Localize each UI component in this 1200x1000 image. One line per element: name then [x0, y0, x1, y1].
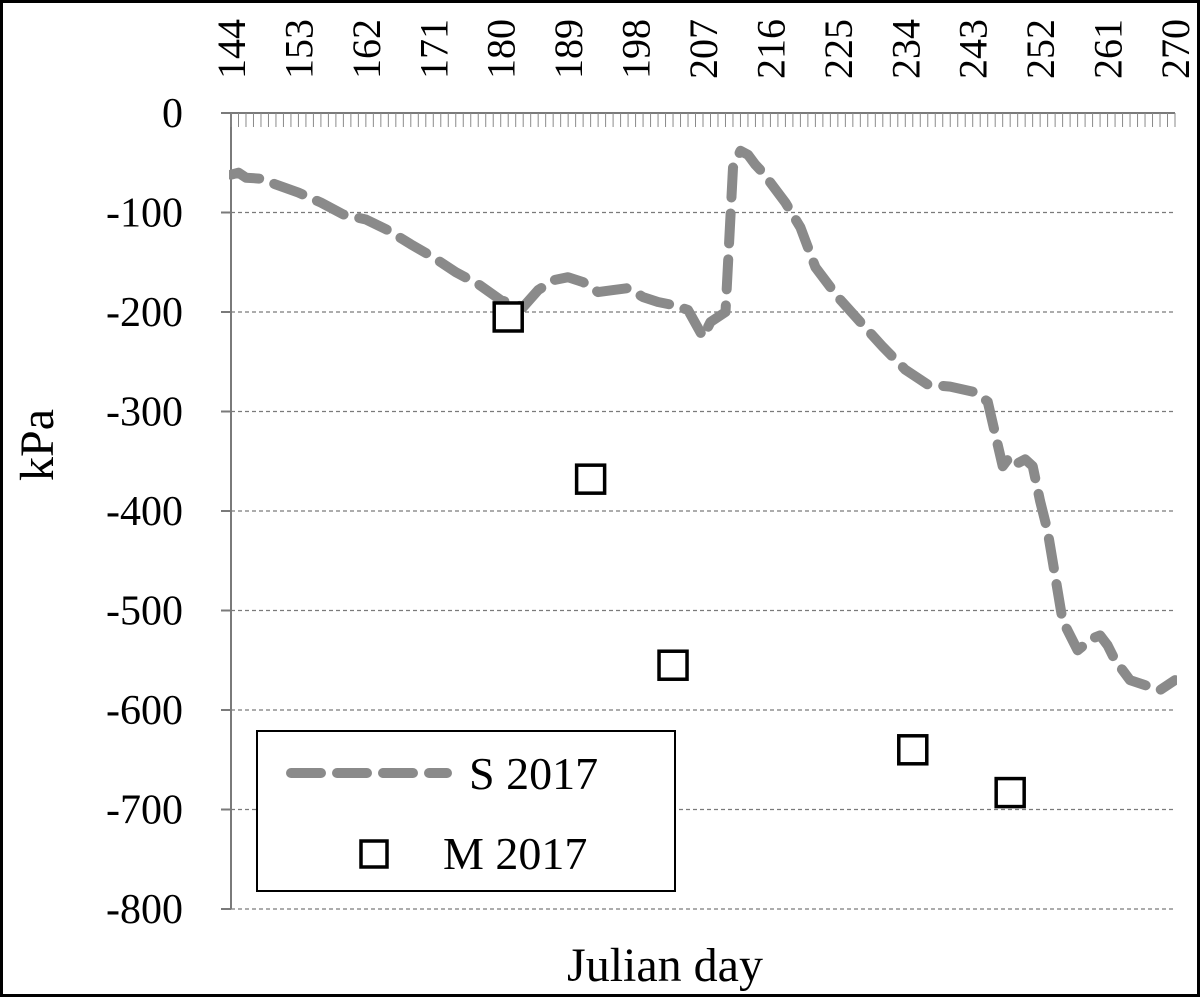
x-axis-title: Julian day: [567, 939, 763, 992]
series-line-s-2017: [229, 145, 1177, 696]
y-tick-label: 0: [162, 91, 183, 137]
x-tick-label: 180: [479, 19, 524, 79]
y-tick-label: -800: [106, 887, 183, 933]
line-chart: 0 -100 -200 -300 -400 -500 -600 -700 -800 144 153 1…: [11, 19, 1198, 992]
legend-box: [256, 730, 676, 892]
x-tick-label: 270: [1153, 19, 1198, 79]
legend-marker-swatch: [359, 839, 389, 869]
x-tick-label: 198: [614, 19, 659, 79]
y-tick-label: -500: [106, 589, 183, 635]
x-tick-label: 171: [411, 19, 456, 79]
data-point-m-2017: [657, 649, 689, 681]
y-tick-label: -300: [106, 390, 183, 436]
y-tick-label: -600: [106, 688, 183, 734]
data-point-m-2017: [574, 463, 607, 495]
legend-label-s-2017: S 2017: [469, 748, 598, 799]
x-tick-label: 153: [276, 19, 321, 79]
x-tick-label: 216: [748, 19, 793, 79]
x-tick-label: 144: [209, 19, 254, 79]
plot-area: [229, 145, 1177, 809]
y-axis-title: kPa: [11, 409, 64, 481]
y-tick-label: -200: [106, 290, 183, 336]
x-tick-label: 189: [546, 19, 591, 79]
y-tick-label: -700: [106, 788, 183, 834]
legend-label-m-2017: M 2017: [443, 828, 587, 879]
x-tick-label: 261: [1086, 19, 1131, 79]
y-tick-label: -100: [106, 191, 183, 237]
x-tick-label: 234: [883, 19, 928, 79]
x-tick-label: 252: [1018, 19, 1063, 79]
x-tick-label: 207: [681, 19, 726, 79]
data-point-m-2017: [897, 734, 929, 766]
data-point-m-2017: [492, 301, 524, 333]
x-tick-label: 243: [951, 19, 996, 79]
x-tick-label: 225: [816, 19, 861, 79]
y-tick-label: -400: [106, 489, 183, 535]
data-point-m-2017: [994, 776, 1026, 809]
x-tick-label: 162: [344, 19, 389, 79]
